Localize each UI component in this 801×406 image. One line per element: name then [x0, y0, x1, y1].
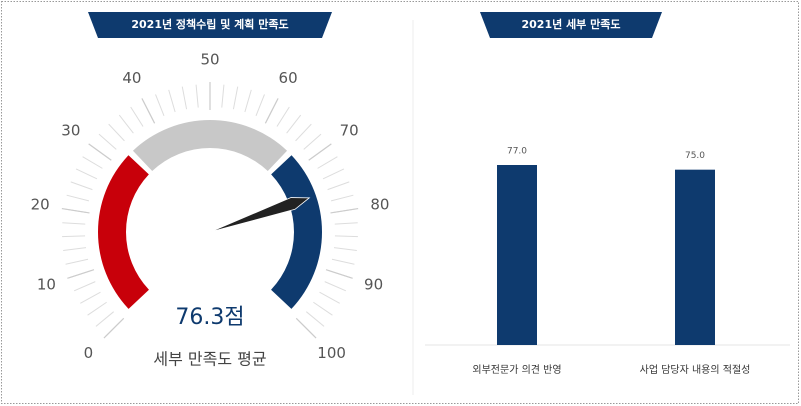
- minor-tick: [70, 181, 93, 191]
- tick: [61, 207, 90, 214]
- value-label: 77.0: [507, 147, 527, 157]
- gauge-value: 76.3점: [175, 305, 244, 330]
- gauge-band: [271, 155, 322, 309]
- bar: [675, 169, 715, 345]
- tick-label: 0: [84, 344, 94, 362]
- minor-tick: [324, 281, 347, 292]
- minor-tick: [82, 156, 103, 169]
- tick: [308, 143, 332, 161]
- minor-tick: [327, 181, 350, 191]
- tick-label: 30: [61, 121, 80, 139]
- minor-tick: [73, 281, 96, 292]
- tick-label: 100: [317, 344, 346, 362]
- tick-label: 50: [200, 51, 219, 69]
- minor-tick: [244, 89, 252, 113]
- minor-tick: [255, 94, 265, 116]
- minor-tick: [330, 194, 354, 202]
- minor-tick: [62, 235, 86, 238]
- minor-tick: [98, 133, 117, 150]
- tick-label: 20: [31, 196, 50, 214]
- tick: [325, 269, 353, 279]
- tick-label: 10: [37, 276, 56, 294]
- minor-tick: [75, 168, 98, 180]
- minor-tick: [334, 235, 358, 238]
- minor-tick: [66, 194, 90, 202]
- minor-tick: [322, 168, 345, 180]
- bar-title: 2021년 세부 만족도: [522, 17, 621, 31]
- minor-tick: [276, 106, 290, 127]
- minor-tick: [95, 311, 115, 327]
- tick: [295, 317, 317, 339]
- minor-tick: [295, 123, 312, 142]
- tick-label: 40: [122, 69, 141, 87]
- tick: [330, 207, 359, 214]
- minor-tick: [319, 291, 340, 304]
- minor-tick: [334, 222, 358, 225]
- minor-tick: [305, 311, 325, 327]
- value-label: 75.0: [685, 151, 705, 161]
- minor-tick: [195, 84, 199, 108]
- bar: [497, 165, 537, 345]
- gauge-title: 2021년 정책수립 및 계획 만족도: [131, 17, 288, 31]
- tick: [141, 98, 156, 124]
- tick-label: 80: [370, 196, 389, 214]
- minor-tick: [130, 106, 144, 127]
- tick: [67, 269, 95, 279]
- category-label: 사업 담당자 내용의 적절성: [640, 363, 751, 376]
- minor-tick: [286, 114, 302, 134]
- minor-tick: [317, 156, 338, 169]
- minor-tick: [118, 114, 134, 134]
- minor-tick: [62, 222, 86, 225]
- minor-tick: [331, 258, 355, 265]
- tick: [103, 317, 125, 339]
- tick: [264, 98, 279, 124]
- minor-tick: [181, 86, 188, 110]
- tick: [88, 143, 112, 161]
- minor-tick: [333, 247, 357, 252]
- minor-tick: [313, 301, 333, 316]
- minor-tick: [303, 133, 322, 150]
- gauge-subtitle: 세부 만족도 평균: [153, 350, 266, 369]
- minor-tick: [221, 84, 225, 108]
- needle: [209, 197, 311, 233]
- minor-tick: [108, 123, 125, 142]
- tick-label: 70: [340, 121, 359, 139]
- gauge-band: [98, 155, 149, 309]
- minor-tick: [155, 94, 165, 116]
- tick-label: 90: [364, 276, 383, 294]
- title-banner: [480, 12, 662, 38]
- category-label: 외부전문가 의견 반영: [472, 364, 561, 376]
- minor-tick: [168, 89, 176, 113]
- minor-tick: [63, 247, 87, 252]
- title-banner: [88, 12, 332, 38]
- minor-tick: [232, 86, 239, 110]
- minor-tick: [87, 301, 107, 316]
- minor-tick: [65, 258, 89, 265]
- minor-tick: [80, 291, 101, 304]
- gauge-band: [132, 120, 288, 172]
- tick-label: 60: [279, 69, 298, 87]
